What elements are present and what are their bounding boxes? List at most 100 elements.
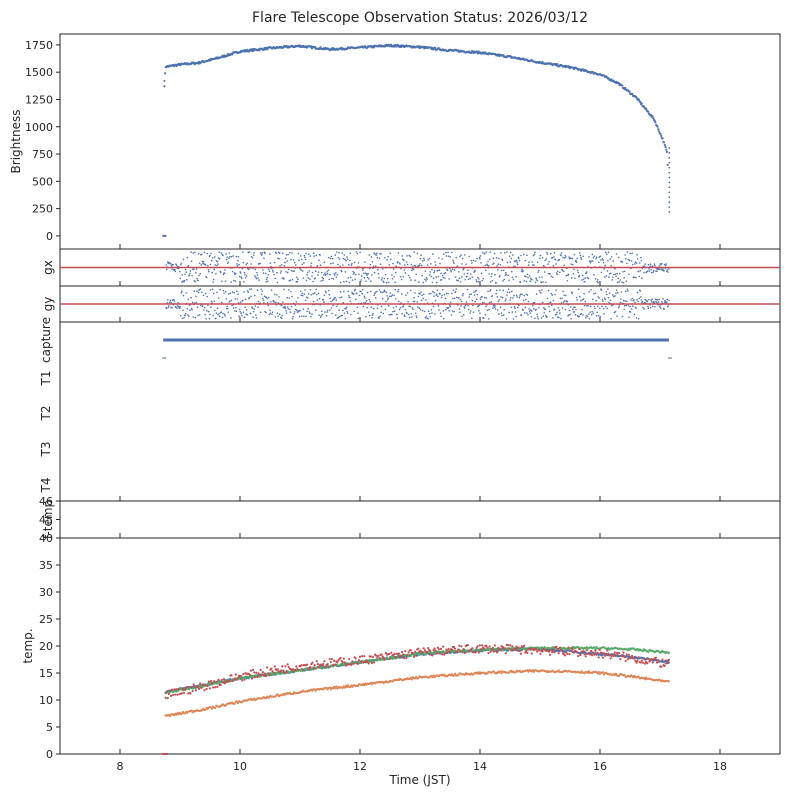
temp-point bbox=[323, 660, 326, 663]
gx-point bbox=[243, 280, 245, 283]
gx-point bbox=[509, 251, 512, 254]
temp-point bbox=[347, 663, 350, 666]
temp-point bbox=[438, 652, 442, 655]
temp-point bbox=[529, 647, 532, 650]
temp-point bbox=[397, 652, 400, 655]
gx-point bbox=[329, 273, 331, 276]
temp-point bbox=[601, 656, 605, 659]
gy-point bbox=[181, 317, 184, 320]
temp-point bbox=[276, 668, 280, 671]
temp-point bbox=[422, 647, 425, 650]
gy-point bbox=[484, 313, 487, 316]
temp-point bbox=[371, 656, 375, 659]
gy-point bbox=[651, 305, 654, 308]
gx-point bbox=[526, 273, 529, 276]
brightness-point bbox=[644, 107, 648, 110]
gx-point bbox=[426, 264, 429, 266]
panels: 02505007501000125015001750Brightnessgxgy… bbox=[9, 33, 781, 773]
gy-point bbox=[378, 317, 380, 319]
temp-point bbox=[650, 658, 653, 661]
gx-point bbox=[394, 271, 397, 274]
gy-point bbox=[366, 291, 369, 294]
temp-point bbox=[566, 652, 569, 655]
gy-point bbox=[244, 298, 247, 301]
gy-point bbox=[408, 316, 411, 319]
gy-point bbox=[591, 310, 594, 313]
temp-point bbox=[461, 651, 464, 654]
gy-point bbox=[287, 289, 290, 291]
gx-point bbox=[527, 264, 530, 266]
gx-point bbox=[293, 262, 296, 264]
temp-point bbox=[618, 674, 621, 678]
temp-point bbox=[354, 657, 357, 660]
gx-point bbox=[192, 268, 195, 270]
gy-point bbox=[266, 297, 268, 300]
gy-point bbox=[285, 310, 287, 312]
gx-point bbox=[581, 274, 584, 277]
temp-point bbox=[448, 650, 451, 653]
gx-point bbox=[652, 271, 655, 273]
gx-point bbox=[253, 275, 256, 277]
gy-point bbox=[190, 296, 192, 299]
temp-point bbox=[459, 650, 462, 653]
gy-point bbox=[295, 308, 297, 311]
gy-point bbox=[371, 316, 373, 319]
gx-point bbox=[447, 251, 449, 254]
gy-point bbox=[251, 307, 254, 310]
gx-point bbox=[345, 280, 348, 283]
gy-point bbox=[411, 306, 414, 309]
temp-point bbox=[446, 651, 449, 654]
gy-point bbox=[187, 314, 189, 316]
gy-point bbox=[273, 301, 276, 303]
brightness-point bbox=[652, 117, 655, 120]
gy-point bbox=[418, 307, 421, 309]
brightness-point bbox=[662, 141, 666, 144]
gy-point bbox=[486, 309, 489, 312]
gy-point bbox=[194, 316, 197, 319]
gy-point bbox=[205, 309, 208, 312]
gx-point bbox=[485, 251, 488, 253]
gy-point bbox=[173, 300, 176, 302]
gy-point bbox=[424, 317, 427, 319]
gx-point bbox=[383, 277, 386, 280]
gx-point bbox=[414, 265, 417, 267]
gx-point bbox=[260, 254, 263, 256]
gy-point bbox=[602, 300, 604, 303]
gx-point bbox=[509, 261, 511, 263]
gy-point bbox=[487, 318, 490, 320]
temp-point bbox=[577, 654, 580, 658]
gy-point bbox=[243, 316, 246, 319]
gx-point bbox=[301, 263, 304, 266]
gy-point bbox=[439, 312, 442, 314]
gy-point bbox=[619, 301, 622, 304]
gy-point bbox=[472, 304, 474, 307]
gy-point bbox=[257, 306, 259, 309]
gx-point bbox=[413, 251, 415, 253]
gy-point bbox=[660, 307, 662, 309]
gy-point bbox=[383, 289, 386, 291]
gy-point bbox=[502, 314, 505, 316]
gx-point bbox=[520, 254, 522, 257]
gy-point bbox=[278, 296, 280, 298]
temp-point bbox=[666, 662, 669, 665]
gx-point bbox=[404, 264, 406, 266]
gx-point bbox=[660, 263, 662, 266]
gx-point bbox=[606, 270, 609, 272]
gy-point bbox=[630, 308, 633, 310]
gy-point bbox=[430, 309, 433, 311]
gy-point bbox=[238, 308, 241, 311]
gy-point bbox=[481, 295, 483, 298]
gy-point bbox=[430, 292, 432, 295]
gx-point bbox=[255, 276, 257, 278]
gy-point bbox=[540, 317, 543, 319]
gx-point bbox=[290, 258, 292, 261]
gy-point bbox=[629, 305, 631, 308]
gy-point bbox=[291, 317, 294, 320]
gx-point bbox=[264, 272, 267, 275]
brightness-point bbox=[659, 132, 662, 135]
gx-point bbox=[232, 255, 234, 257]
gy-point bbox=[654, 305, 656, 308]
gx-point bbox=[618, 281, 621, 283]
gy-point bbox=[387, 297, 389, 299]
gy-point bbox=[280, 317, 283, 320]
